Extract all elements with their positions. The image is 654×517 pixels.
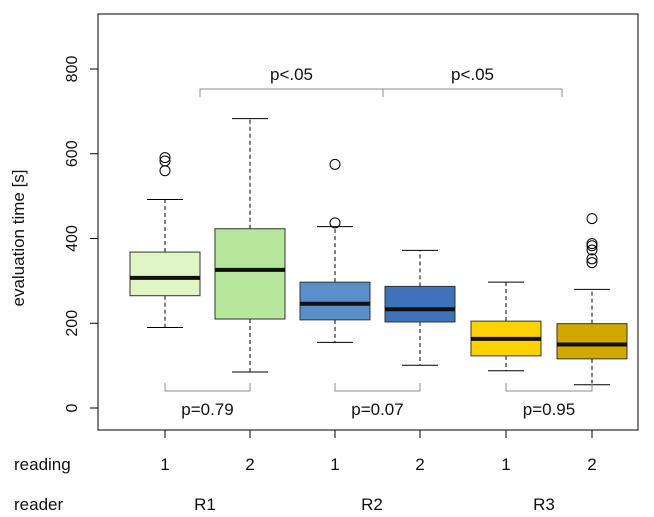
box-series [129, 118, 628, 386]
box-R1-reading-1 [129, 152, 201, 328]
outlier-point [586, 213, 598, 225]
box-R3-reading-1 [470, 281, 542, 372]
reading-tick-label: 1 [330, 455, 339, 474]
iqr-box [214, 228, 286, 320]
within-reader-bracket: p=0.95 [505, 383, 593, 419]
within-reader-p-value: p=0.07 [351, 400, 403, 419]
reading-tick-label: 2 [587, 455, 596, 474]
p-value-annotations: p=0.79 p=0.07 p=0.95 p<.05 p<.05 [164, 65, 593, 419]
y-tick-label: 0 [64, 403, 81, 412]
between-reader-p-value: p<.05 [270, 65, 313, 84]
reader-label: R3 [533, 495, 555, 514]
iqr-box [129, 251, 201, 297]
outlier-point [586, 257, 598, 269]
iqr-box [556, 323, 628, 360]
outlier-point [159, 165, 171, 177]
box-R1-reading-2 [214, 118, 286, 373]
within-reader-p-value: p=0.95 [523, 400, 575, 419]
reading-tick-label: 2 [245, 455, 254, 474]
outlier-point [586, 253, 598, 265]
reading-tick-label: 1 [160, 455, 169, 474]
reader-label: R1 [194, 495, 216, 514]
bracket-line [334, 383, 421, 392]
reading-tick-label: 2 [415, 455, 424, 474]
plot-border [97, 13, 639, 431]
iqr-box [299, 281, 371, 321]
reading-row-label: reading [14, 455, 71, 474]
box-R3-reading-2 [556, 213, 628, 386]
box-R2-reading-2 [384, 249, 456, 366]
plot-frame [97, 13, 639, 431]
outlier-point [329, 158, 341, 170]
outlier-point [159, 155, 171, 167]
reader-row-label: reader [14, 495, 63, 514]
outlier-point [159, 152, 171, 164]
x-axis: 1 2 1 2 1 2 reading reader R1 R2 R3 [14, 430, 597, 514]
within-reader-p-value: p=0.79 [181, 400, 233, 419]
reader-label: R2 [361, 495, 383, 514]
between-reader-bracket: p<.05 [382, 65, 563, 97]
bracket-line [199, 88, 384, 97]
within-reader-bracket: p=0.07 [334, 383, 421, 419]
bracket-line [505, 383, 593, 392]
iqr-box [384, 285, 456, 323]
box-R2-reading-1 [299, 158, 371, 343]
outlier-point [329, 217, 341, 229]
bracket-line [382, 88, 563, 97]
between-reader-p-value: p<.05 [451, 65, 494, 84]
y-tick-label: 200 [64, 310, 81, 337]
y-axis-title: evaluation time [s] [9, 169, 28, 306]
reading-tick-label: 1 [501, 455, 510, 474]
outlier-point [586, 238, 598, 250]
y-tick-label: 600 [64, 140, 81, 167]
y-tick-label: 400 [64, 225, 81, 252]
outlier-point [586, 244, 598, 256]
y-tick-label: 800 [64, 56, 81, 83]
y-axis: 0 200 400 600 800 [64, 56, 98, 412]
between-reader-bracket: p<.05 [199, 65, 384, 97]
within-reader-bracket: p=0.79 [164, 383, 251, 419]
bracket-line [164, 383, 251, 392]
